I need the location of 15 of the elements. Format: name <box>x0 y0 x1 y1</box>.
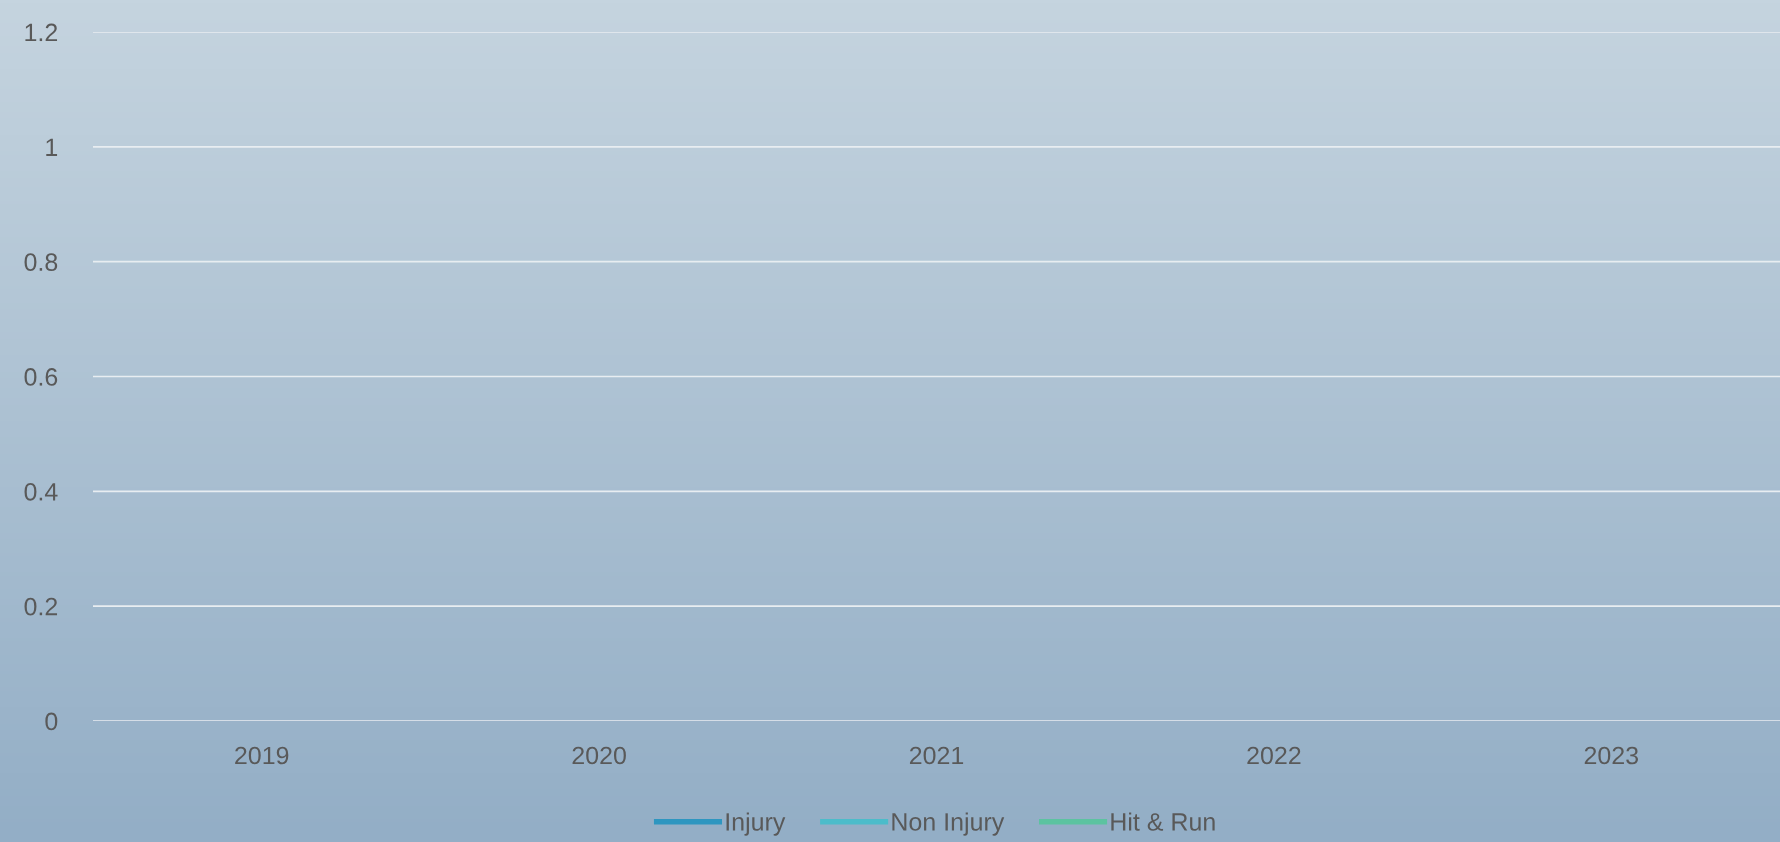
x-tick-label: 2020 <box>572 746 626 765</box>
y-tick-label: 0.6 <box>24 368 58 386</box>
legend-label: Hit & Run <box>1111 812 1215 831</box>
x-tick-label: 2021 <box>909 746 964 765</box>
x-tick-label: 2023 <box>1584 746 1639 765</box>
y-tick-label: 1 <box>46 138 58 156</box>
x-tick-label: 2022 <box>1247 746 1301 765</box>
x-tick-label: 2019 <box>235 746 289 765</box>
legend-label: Injury <box>726 812 786 836</box>
legend-label: Non Injury <box>892 812 1005 836</box>
y-tick-label: 0.4 <box>24 482 58 501</box>
y-tick-label: 0.2 <box>24 597 58 616</box>
y-tick-label: 1.2 <box>25 23 58 42</box>
y-tick-label: 0 <box>45 712 58 731</box>
y-tick-label: 0.8 <box>24 253 58 271</box>
